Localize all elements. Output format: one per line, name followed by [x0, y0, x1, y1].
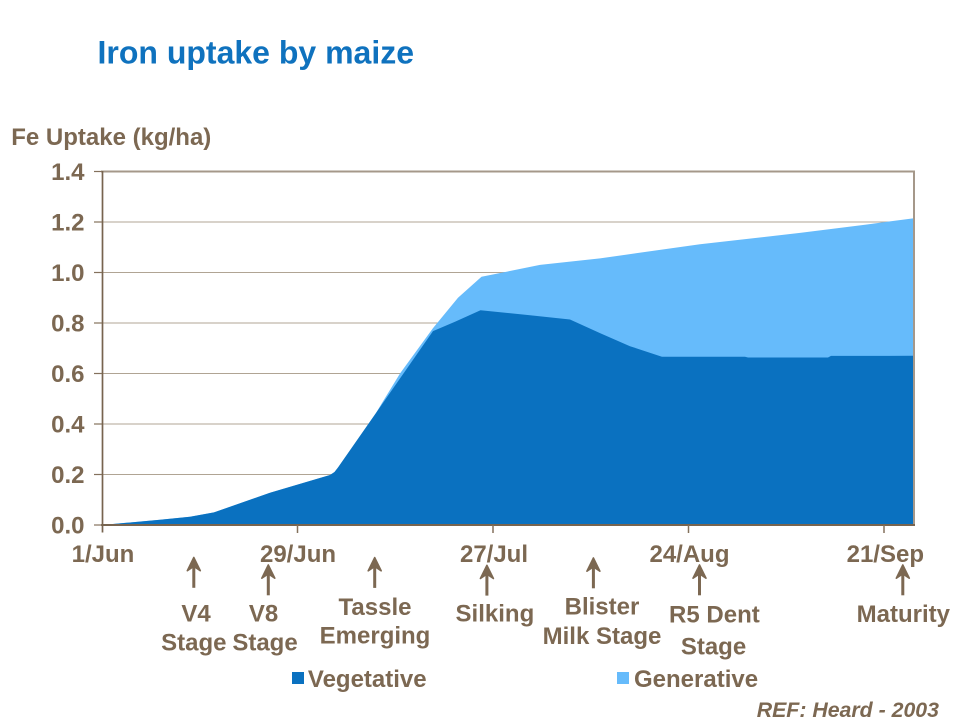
- svg-text:1.0: 1.0: [51, 260, 84, 287]
- svg-text:1/Jun: 1/Jun: [72, 541, 135, 568]
- svg-text:Stage: Stage: [681, 634, 746, 661]
- svg-text:27/Jul: 27/Jul: [460, 541, 528, 568]
- svg-text:Vegetative: Vegetative: [308, 666, 427, 693]
- svg-text:0.2: 0.2: [51, 462, 84, 489]
- svg-text:V8: V8: [249, 601, 278, 628]
- svg-text:0.6: 0.6: [51, 361, 84, 388]
- svg-text:Blister: Blister: [565, 594, 640, 621]
- svg-text:29/Jun: 29/Jun: [260, 541, 336, 568]
- svg-text:1.4: 1.4: [51, 159, 85, 186]
- svg-text:0.4: 0.4: [51, 412, 85, 439]
- svg-text:Maturity: Maturity: [857, 601, 951, 628]
- svg-text:1.2: 1.2: [51, 210, 84, 237]
- svg-text:Generative: Generative: [634, 666, 758, 693]
- svg-text:21/Sep: 21/Sep: [847, 541, 924, 568]
- svg-text:R5 Dent: R5 Dent: [669, 602, 760, 629]
- svg-text:REF: Heard - 2003: REF: Heard - 2003: [757, 698, 939, 720]
- svg-text:Iron uptake by maize: Iron uptake by maize: [98, 35, 415, 71]
- svg-text:Fe Uptake (kg/ha): Fe Uptake (kg/ha): [11, 124, 211, 151]
- svg-text:Stage: Stage: [161, 630, 226, 657]
- svg-text:V4: V4: [181, 601, 211, 628]
- svg-text:0.8: 0.8: [51, 311, 84, 338]
- svg-text:Tassle: Tassle: [339, 594, 412, 621]
- svg-text:Milk Stage: Milk Stage: [543, 623, 662, 650]
- svg-text:Silking: Silking: [456, 601, 535, 628]
- svg-text:0.0: 0.0: [51, 513, 84, 540]
- svg-text:Stage: Stage: [232, 630, 297, 657]
- svg-text:Emerging: Emerging: [320, 623, 431, 650]
- svg-text:24/Aug: 24/Aug: [649, 541, 729, 568]
